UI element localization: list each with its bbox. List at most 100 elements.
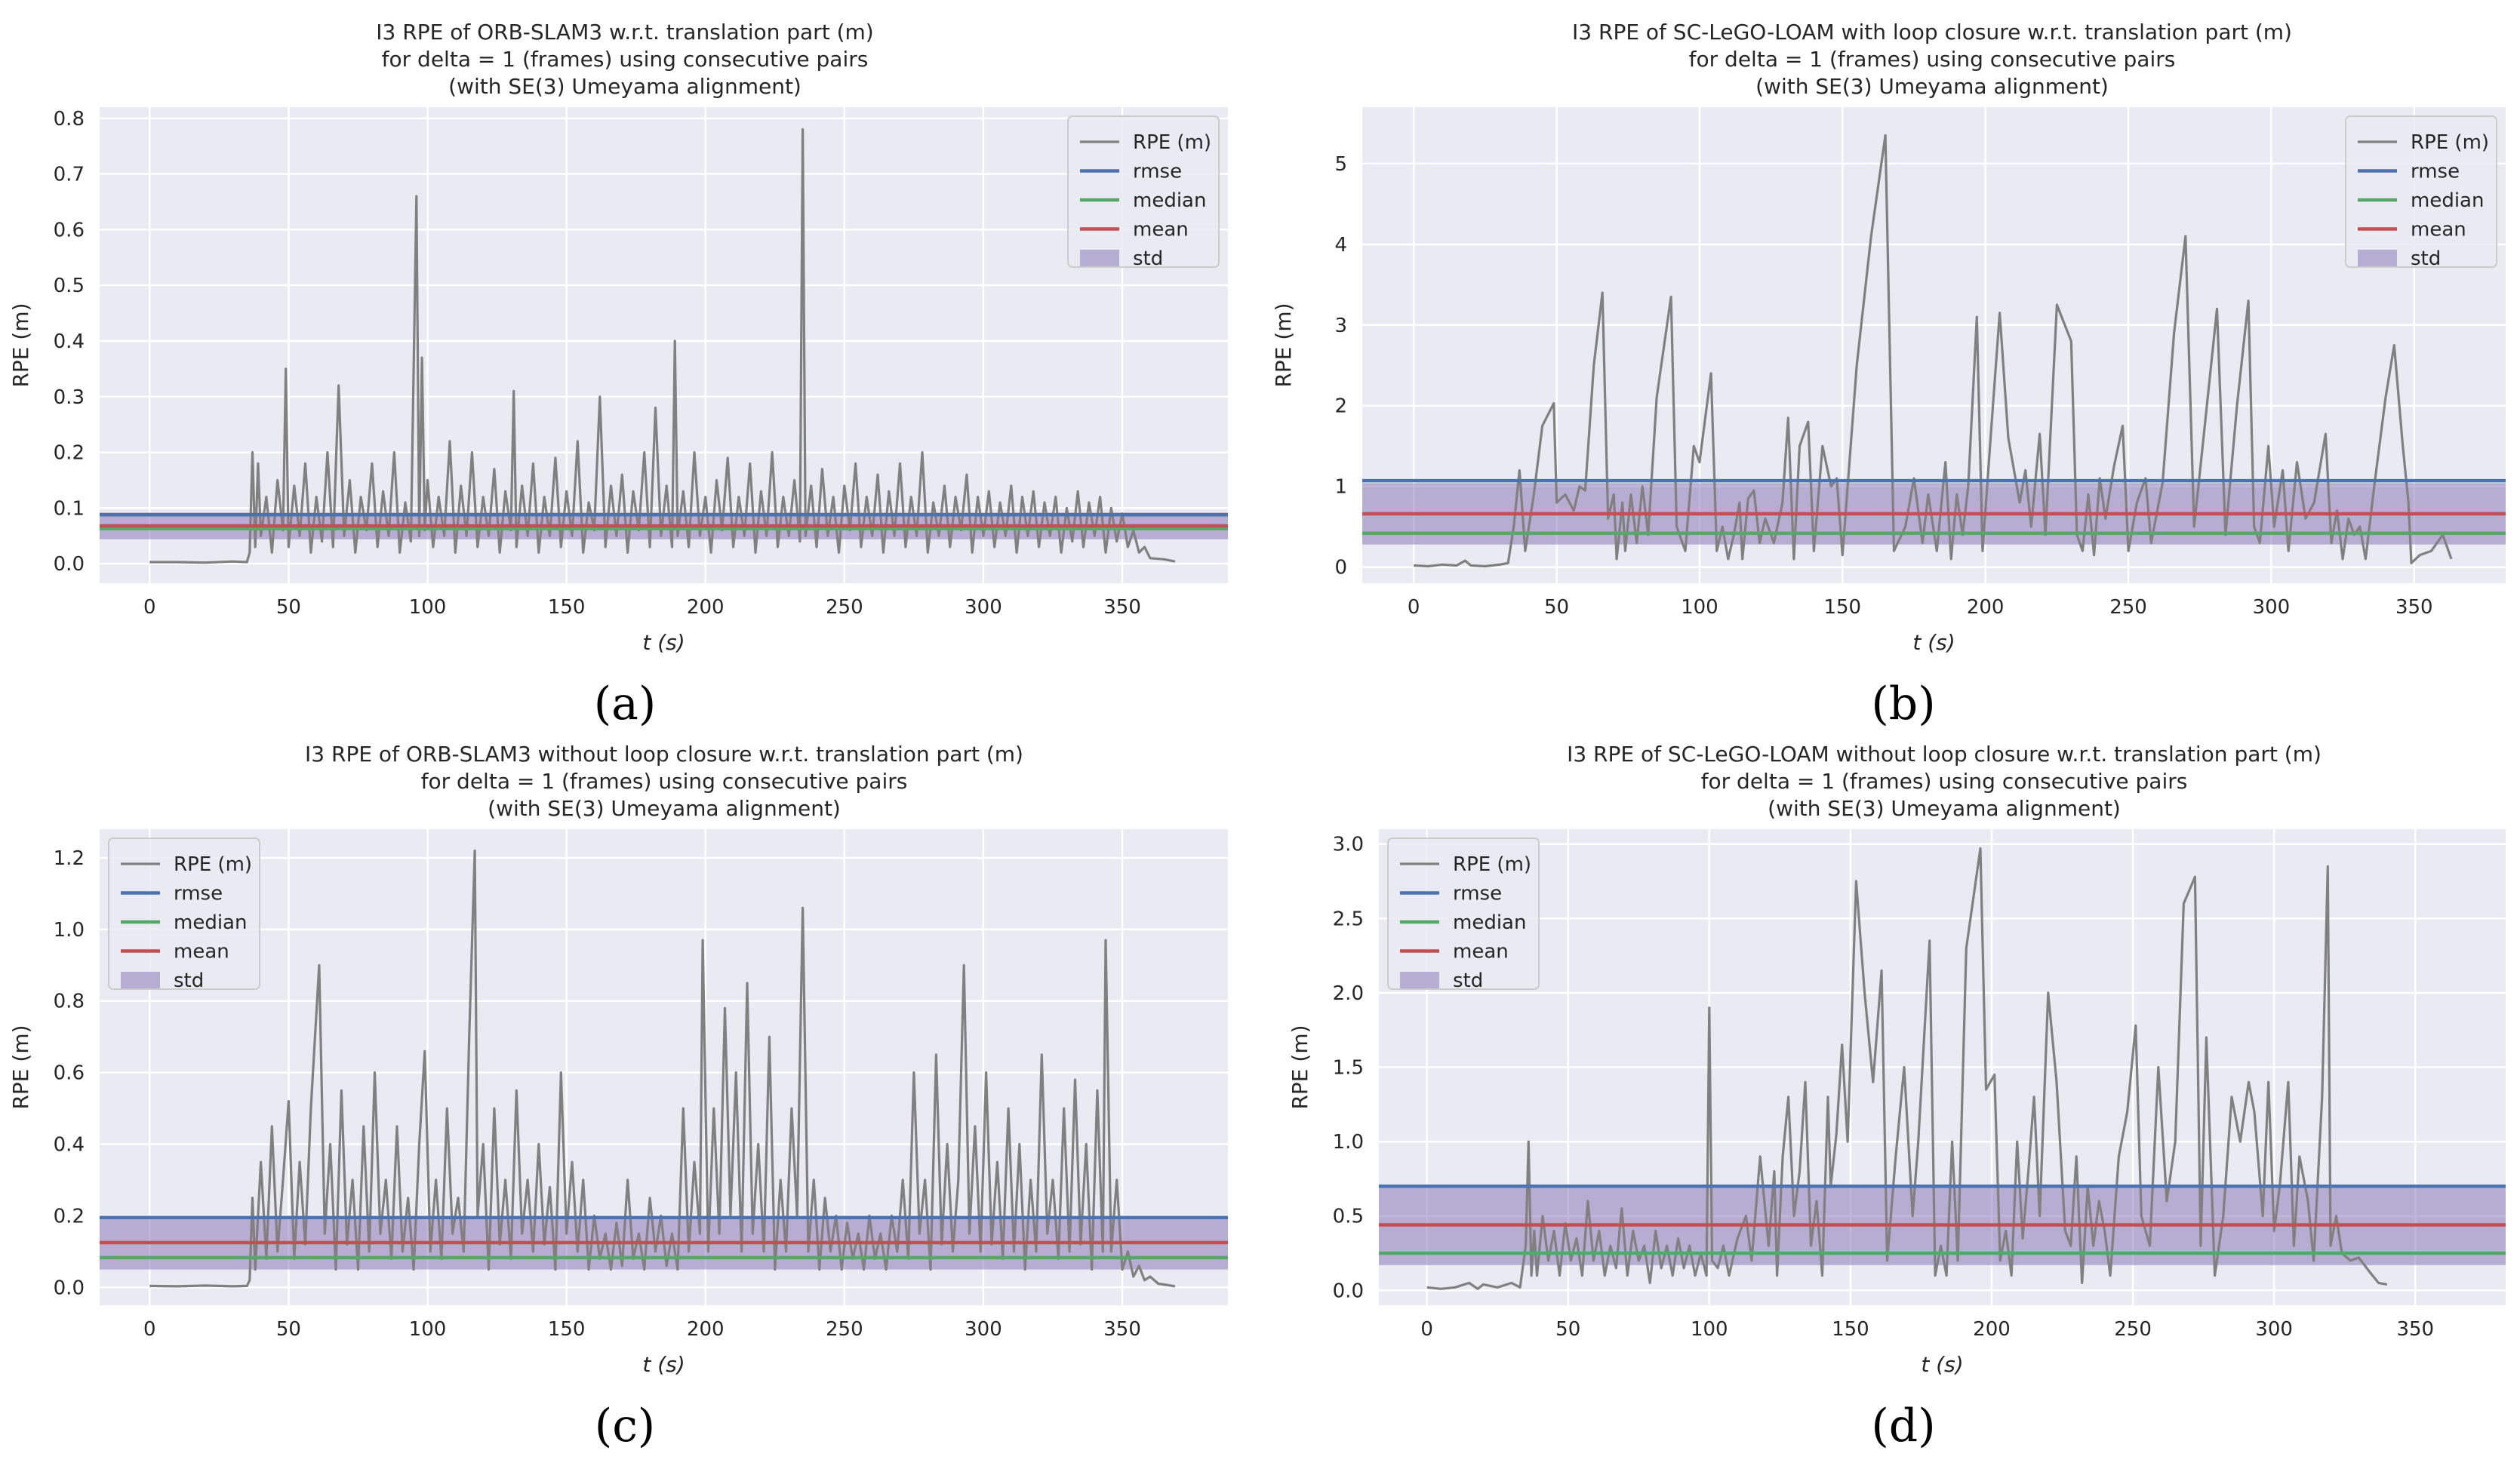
panel-label: (a) <box>594 678 657 730</box>
legend-label: std <box>1453 970 1483 992</box>
y-tick-label: 1.0 <box>54 919 85 942</box>
chart-title-line: for delta = 1 (frames) using consecutive… <box>1701 769 2188 794</box>
x-tick-label: 150 <box>548 596 586 619</box>
y-tick-label: 0.6 <box>54 1062 85 1085</box>
x-tick-label: 50 <box>276 1318 301 1341</box>
legend-label: RPE (m) <box>1453 853 1531 876</box>
legend-label: median <box>2411 189 2484 212</box>
x-tick-label: 350 <box>1103 1318 1141 1341</box>
y-tick-label: 1.0 <box>1333 1131 1364 1154</box>
y-tick-label: 0.5 <box>54 275 85 297</box>
y-tick-label: 2 <box>1334 395 1347 418</box>
y-tick-label: 0.7 <box>54 164 85 186</box>
x-tick-label: 200 <box>687 1318 725 1341</box>
rpe-series-line <box>1414 134 2453 568</box>
x-tick-label: 100 <box>1681 596 1718 619</box>
legend-label: median <box>174 911 247 934</box>
plot-content <box>100 849 1228 1288</box>
legend-swatch-std <box>1400 972 1439 988</box>
legend-swatch-std <box>2358 250 2397 266</box>
y-tick-label: 0.6 <box>54 219 85 241</box>
y-axis-label: RPE (m) <box>1271 303 1296 387</box>
chart-title-line: (with SE(3) Umeyama alignment) <box>488 796 841 821</box>
y-tick-label: 0.4 <box>54 330 85 353</box>
x-tick-label: 250 <box>2114 1318 2152 1341</box>
panel-label: (b) <box>1871 678 1935 730</box>
y-tick-label: 0.3 <box>54 386 85 409</box>
x-tick-label: 50 <box>1555 1318 1580 1341</box>
legend-label: std <box>174 970 204 992</box>
x-tick-label: 200 <box>1973 1318 2011 1341</box>
x-tick-label: 150 <box>1832 1318 1869 1341</box>
plot-content <box>1362 134 2506 568</box>
chart-title-line: I3 RPE of ORB-SLAM3 w.r.t. translation p… <box>376 20 873 45</box>
y-axis-label: RPE (m) <box>8 303 33 387</box>
legend: RPE (m) rmse median mean std <box>1387 837 1540 992</box>
y-tick-label: 1.2 <box>54 847 85 870</box>
x-tick-label: 250 <box>2109 596 2147 619</box>
legend-swatch-std <box>121 972 160 988</box>
x-tick-label: 300 <box>2253 596 2291 619</box>
y-tick-label: 0.2 <box>54 442 85 465</box>
x-tick-label: 100 <box>409 1318 447 1341</box>
y-tick-label: 0.0 <box>54 1277 85 1299</box>
chart-title-line: for delta = 1 (frames) using consecutive… <box>382 47 869 72</box>
legend-label: RPE (m) <box>2411 131 2489 154</box>
legend: RPE (m) rmse median mean std <box>2345 115 2497 270</box>
x-tick-label: 50 <box>1544 596 1569 619</box>
x-tick-label: 0 <box>143 1318 156 1341</box>
x-tick-label: 300 <box>965 596 1002 619</box>
x-tick-label: 150 <box>1823 596 1861 619</box>
legend-label: RPE (m) <box>174 853 252 876</box>
x-tick-label: 250 <box>826 1318 863 1341</box>
y-tick-label: 3.0 <box>1333 834 1364 856</box>
y-tick-label: 0.1 <box>54 497 85 520</box>
x-axis-label: t (s) <box>642 1352 685 1377</box>
chart-title-line: (with SE(3) Umeyama alignment) <box>1768 796 2121 821</box>
legend-label: mean <box>1133 219 1189 241</box>
y-tick-label: 0 <box>1334 557 1347 579</box>
rpe-series-line <box>149 849 1176 1288</box>
y-tick-label: 2.0 <box>1333 982 1364 1005</box>
x-tick-label: 0 <box>1408 596 1420 619</box>
x-tick-label: 100 <box>1691 1318 1728 1341</box>
x-tick-label: 350 <box>2395 596 2433 619</box>
legend-label: rmse <box>174 883 223 905</box>
chart-panel-a: 0 50 100 150 200 250 300 350 0.0 0.1 0.2 0.3 0.4 0.5 0… <box>8 20 1228 730</box>
x-tick-label: 300 <box>2255 1318 2293 1341</box>
legend-label: rmse <box>2411 161 2460 183</box>
chart-title-line: I3 RPE of ORB-SLAM3 without loop closure… <box>305 742 1023 767</box>
x-tick-label: 250 <box>826 596 863 619</box>
y-tick-label: 0.8 <box>54 991 85 1013</box>
x-tick-label: 300 <box>965 1318 1002 1341</box>
x-tick-label: 350 <box>1103 596 1141 619</box>
legend-label: mean <box>2411 219 2466 241</box>
chart-panel-b: 0 50 100 150 200 250 300 350 0 1 2 3 4 5 I3 RPE of SC-… <box>1271 20 2506 730</box>
legend-label: rmse <box>1453 883 1502 905</box>
y-tick-label: 0.4 <box>54 1134 85 1157</box>
plot-content <box>100 128 1228 564</box>
legend-swatch-std <box>1080 250 1119 266</box>
chart-title-line: I3 RPE of SC-LeGO-LOAM with loop closure… <box>1572 20 2292 45</box>
x-tick-label: 200 <box>1967 596 2005 619</box>
y-tick-label: 1.5 <box>1333 1057 1364 1080</box>
legend-label: median <box>1133 189 1206 212</box>
x-axis-label: t (s) <box>642 630 685 655</box>
plot-content <box>1379 847 2506 1290</box>
rpe-series-line <box>1426 847 2388 1290</box>
x-axis-label: t (s) <box>1921 1352 1963 1377</box>
x-tick-label: 100 <box>409 596 447 619</box>
x-tick-label: 0 <box>143 596 156 619</box>
y-tick-label: 4 <box>1334 234 1347 257</box>
legend-label: median <box>1453 911 1526 934</box>
x-tick-label: 350 <box>2396 1318 2434 1341</box>
legend-label: mean <box>1453 941 1509 963</box>
chart-title-line: (with SE(3) Umeyama alignment) <box>448 74 802 99</box>
legend-label: mean <box>174 941 229 963</box>
chart-panel-d: 0 50 100 150 200 250 300 350 0.0 0.5 1.0 1.5 2.0 2.5 3… <box>1288 742 2506 1452</box>
panel-label: (c) <box>595 1400 655 1452</box>
y-tick-label: 3 <box>1334 315 1347 337</box>
chart-title-line: for delta = 1 (frames) using consecutive… <box>1689 47 2176 72</box>
y-tick-label: 0.0 <box>54 553 85 576</box>
